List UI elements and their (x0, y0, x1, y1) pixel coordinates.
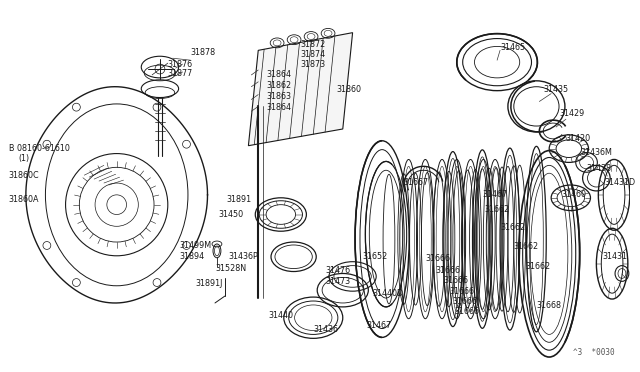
Text: 31473: 31473 (325, 277, 350, 286)
Text: 31662: 31662 (484, 205, 509, 214)
Text: 31874: 31874 (301, 50, 326, 59)
Text: 31894: 31894 (180, 252, 205, 261)
Text: 31876: 31876 (168, 60, 193, 68)
Text: 31467: 31467 (483, 190, 508, 199)
Text: 31666: 31666 (453, 298, 478, 307)
Text: 31666: 31666 (426, 254, 451, 263)
Text: 31420: 31420 (565, 134, 590, 143)
Text: 31436M: 31436M (580, 148, 612, 157)
Text: 31666: 31666 (449, 287, 474, 296)
Text: 31864: 31864 (266, 103, 291, 112)
Text: 31667: 31667 (404, 177, 429, 187)
Text: 31662: 31662 (500, 223, 525, 232)
Text: 31662: 31662 (525, 262, 551, 271)
Text: 31436P: 31436P (228, 252, 259, 261)
Text: 31668: 31668 (536, 301, 561, 310)
Text: 31666: 31666 (443, 276, 468, 285)
Text: 31467: 31467 (366, 321, 392, 330)
Text: 31465: 31465 (500, 43, 525, 52)
Text: 31429: 31429 (559, 109, 584, 118)
Text: 31436: 31436 (314, 325, 339, 334)
Text: 31878: 31878 (191, 48, 216, 57)
Text: 31528N: 31528N (215, 264, 246, 273)
Text: 31891J: 31891J (195, 279, 223, 288)
Text: 31431D: 31431D (604, 177, 636, 187)
Text: 31877: 31877 (168, 70, 193, 78)
Text: 31860A: 31860A (8, 195, 39, 204)
Text: 31860: 31860 (337, 85, 362, 94)
Text: 31476: 31476 (325, 266, 350, 275)
Text: 31440: 31440 (268, 311, 293, 320)
Text: 31863: 31863 (266, 92, 291, 101)
Polygon shape (248, 33, 353, 146)
Text: 31438: 31438 (586, 164, 612, 173)
Text: 31652: 31652 (362, 252, 388, 261)
Text: 31662: 31662 (514, 243, 539, 251)
Text: 31872: 31872 (301, 40, 326, 49)
Text: 31435: 31435 (543, 85, 568, 94)
Text: 31450: 31450 (219, 210, 244, 219)
Text: 31891: 31891 (227, 195, 252, 204)
Text: 31666: 31666 (435, 266, 460, 275)
Text: 31860C: 31860C (8, 171, 39, 180)
Text: 31499M: 31499M (180, 241, 212, 250)
Text: 31862: 31862 (266, 81, 291, 90)
Text: 31873: 31873 (301, 60, 326, 68)
Text: 31666: 31666 (455, 307, 480, 316)
Text: 31460: 31460 (561, 190, 586, 199)
Text: 31864: 31864 (266, 70, 291, 80)
Text: B 08160-61610: B 08160-61610 (8, 144, 69, 153)
Text: 31440D: 31440D (372, 289, 403, 298)
Text: 31431: 31431 (602, 252, 627, 261)
Text: (1): (1) (19, 154, 29, 163)
Text: ^3  *0030: ^3 *0030 (573, 348, 615, 357)
